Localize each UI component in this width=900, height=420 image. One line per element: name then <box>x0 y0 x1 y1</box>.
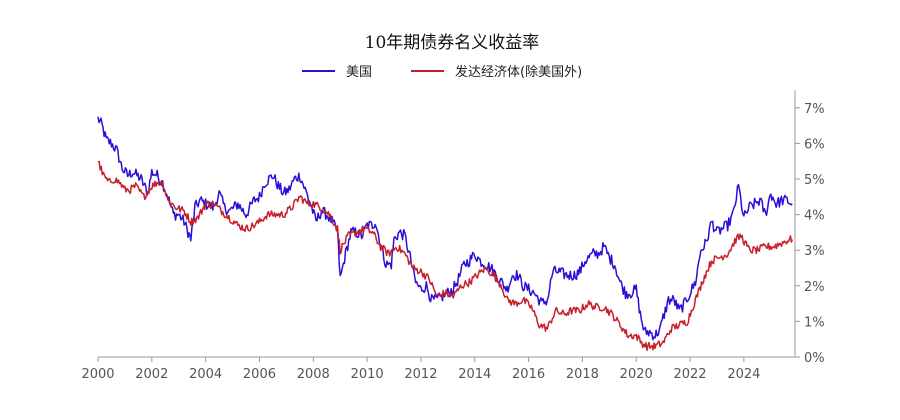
series-line-us <box>97 116 793 341</box>
y-tick-label: 2% <box>804 280 825 295</box>
x-tick-label: 2020 <box>620 367 653 382</box>
legend-label-developed: 发达经济体(除美国外) <box>455 64 582 80</box>
x-tick-label: 2000 <box>81 367 114 382</box>
x-tick-label: 2022 <box>673 367 706 382</box>
axes-layer: 2000 2002 2004 2006 2008 2010 2012 2014 2016 2018… <box>81 90 825 382</box>
y-tick-label: 5% <box>804 173 825 188</box>
series-line-developed <box>97 160 794 351</box>
x-tick-label: 2024 <box>727 367 760 382</box>
x-tick-label: 2008 <box>297 367 330 382</box>
chart-legend: 美国 发达经济体(除美国外) <box>302 64 582 80</box>
y-tick-label: 3% <box>804 244 825 259</box>
y-tick-label: 4% <box>804 209 825 224</box>
legend-item-us: 美国 <box>302 65 372 80</box>
y-tick-label: 7% <box>804 102 825 117</box>
y-tick-label: 1% <box>804 315 825 330</box>
x-tick-label: 2010 <box>351 367 384 382</box>
x-tick-label: 2006 <box>243 367 276 382</box>
x-tick-label: 2012 <box>404 367 437 382</box>
x-tick-label: 2016 <box>512 367 545 382</box>
y-tick-label: 6% <box>804 137 825 152</box>
x-tick-label: 2004 <box>189 367 222 382</box>
x-tick-label: 2002 <box>135 367 168 382</box>
y-tick-label: 0% <box>804 351 825 366</box>
x-tick-label: 2014 <box>458 367 491 382</box>
legend-label-us: 美国 <box>346 65 372 80</box>
legend-item-developed: 发达经济体(除美国外) <box>411 64 582 80</box>
x-tick-label: 2018 <box>566 367 599 382</box>
series-layer <box>97 116 794 351</box>
chart-title: 10年期债券名义收益率 <box>365 33 540 53</box>
